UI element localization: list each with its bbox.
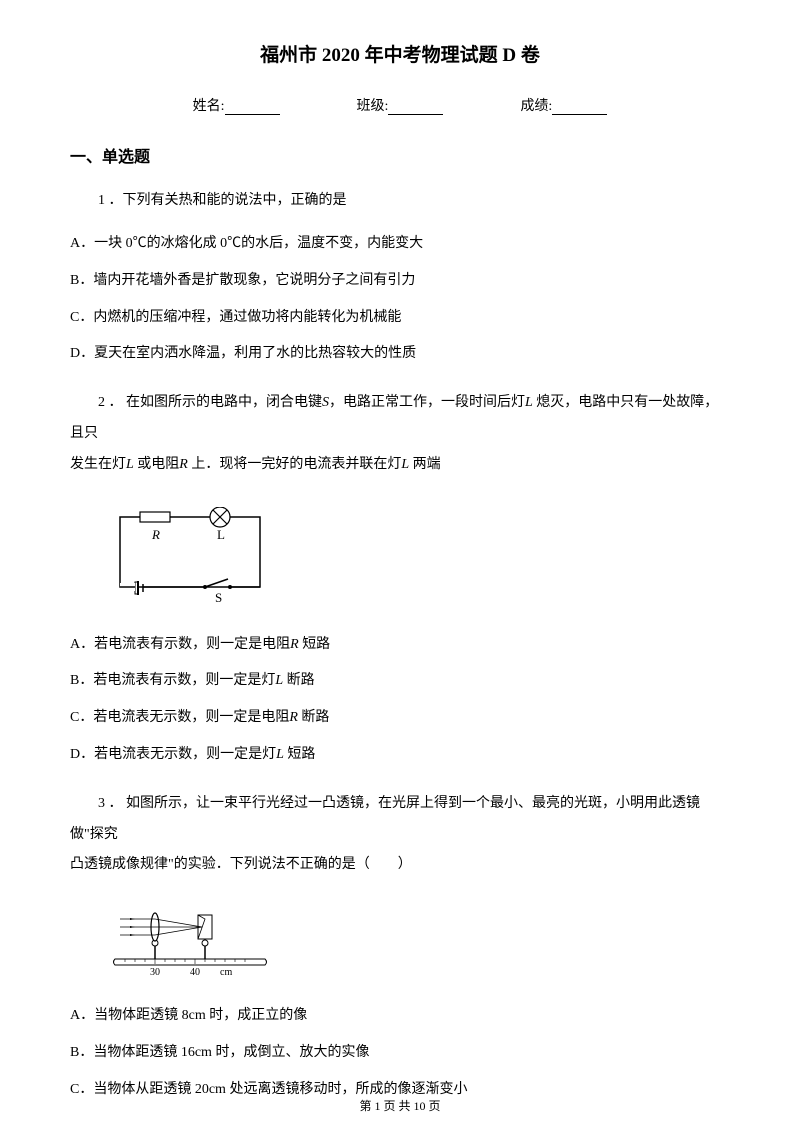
circuit-R: R <box>151 527 160 542</box>
page-footer: 第 1 页 共 10 页 <box>0 1097 800 1114</box>
q2a-post: 短路 <box>299 637 331 652</box>
q2-L3: L <box>401 457 409 472</box>
q2-t2: ，电路正常工作，一段时间后灯 <box>329 395 525 410</box>
ruler-40: 40 <box>190 967 200 978</box>
q2-t5: 或电阻 <box>134 457 180 472</box>
q2c-pre: C．若电流表无示数，则一定是电阻 <box>70 710 289 725</box>
q1-stem: 1 ．下列有关热和能的说法中，正确的是 <box>70 187 730 215</box>
q2-stem: 2 ． 在如图所示的电路中，闭合电键S，电路正常工作，一段时间后灯L 熄灭，电路… <box>70 388 730 480</box>
q3-t1: 3 ． 如图所示，让一束平行光经过一凸透镜，在光屏上得到一个最小、最亮的光斑，小… <box>70 796 700 842</box>
page-title: 福州市 2020 年中考物理试题 D 卷 <box>70 40 730 67</box>
circuit-diagram: R L S <box>110 507 270 607</box>
q2-opt-a: A．若电流表有示数，则一定是电阻R 短路 <box>70 630 730 661</box>
q2a-R: R <box>290 637 299 652</box>
q2b-L: L <box>275 673 283 688</box>
class-blank <box>388 101 443 115</box>
q3-stem: 3 ． 如图所示，让一束平行光经过一凸透镜，在光屏上得到一个最小、最亮的光斑，小… <box>70 789 730 881</box>
q2b-post: 断路 <box>283 673 315 688</box>
q2a-pre: A．若电流表有示数，则一定是电阻 <box>70 637 290 652</box>
q2-L2: L <box>126 457 134 472</box>
info-row: 姓名: 班级: 成绩: <box>70 95 730 115</box>
q2b-pre: B．若电流表有示数，则一定是灯 <box>70 673 275 688</box>
q3-options: A．当物体距透镜 8cm 时，成正立的像 B．当物体距透镜 16cm 时，成倒立… <box>70 1001 730 1105</box>
class-label: 班级: <box>357 95 389 115</box>
q2-opt-d: D．若电流表无示数，则一定是灯L 短路 <box>70 740 730 771</box>
q2-t1: 2 ． 在如图所示的电路中，闭合电键 <box>98 395 322 410</box>
q2-opt-c: C．若电流表无示数，则一定是电阻R 断路 <box>70 703 730 734</box>
name-blank <box>225 101 280 115</box>
q2-options: A．若电流表有示数，则一定是电阻R 短路 B．若电流表有示数，则一定是灯L 断路… <box>70 630 730 771</box>
q3-opt-a: A．当物体距透镜 8cm 时，成正立的像 <box>70 1001 730 1032</box>
q2d-post: 短路 <box>284 747 316 762</box>
q1-opt-a: A．一块 0℃的冰熔化成 0℃的水后，温度不变，内能变大 <box>70 229 730 260</box>
q1-opt-d: D．夏天在室内洒水降温，利用了水的比热容较大的性质 <box>70 339 730 370</box>
circuit-L: L <box>217 527 225 542</box>
q2c-R: R <box>289 710 298 725</box>
grade-blank <box>552 101 607 115</box>
q2-R1: R <box>179 457 188 472</box>
q1-opt-b: B．墙内开花墙外香是扩散现象，它说明分子之间有引力 <box>70 266 730 297</box>
circuit-S: S <box>215 590 222 605</box>
grade-label: 成绩: <box>520 95 552 115</box>
q1-opt-c: C．内燃机的压缩冲程，通过做功将内能转化为机械能 <box>70 303 730 334</box>
lens-diagram: 30 40 cm <box>110 907 270 982</box>
ruler-cm: cm <box>220 967 232 978</box>
q2-t4: 发生在灯 <box>70 457 126 472</box>
q3-opt-b: B．当物体距透镜 16cm 时，成倒立、放大的实像 <box>70 1038 730 1069</box>
q2-t7: 两端 <box>409 457 441 472</box>
q1-options: A．一块 0℃的冰熔化成 0℃的水后，温度不变，内能变大 B．墙内开花墙外香是扩… <box>70 229 730 370</box>
name-label: 姓名: <box>193 95 225 115</box>
q2-opt-b: B．若电流表有示数，则一定是灯L 断路 <box>70 666 730 697</box>
q2d-pre: D．若电流表无示数，则一定是灯 <box>70 747 276 762</box>
q2d-L: L <box>276 747 284 762</box>
q2-t6: 上．现将一完好的电流表并联在灯 <box>188 457 402 472</box>
q2-L1: L <box>525 395 533 410</box>
section-header: 一、单选题 <box>70 143 730 167</box>
ruler-30: 30 <box>150 967 160 978</box>
q3-t2: 凸透镜成像规律"的实验．下列说法不正确的是（ ） <box>70 857 412 872</box>
q2-S1: S <box>322 395 329 410</box>
q2c-post: 断路 <box>298 710 330 725</box>
